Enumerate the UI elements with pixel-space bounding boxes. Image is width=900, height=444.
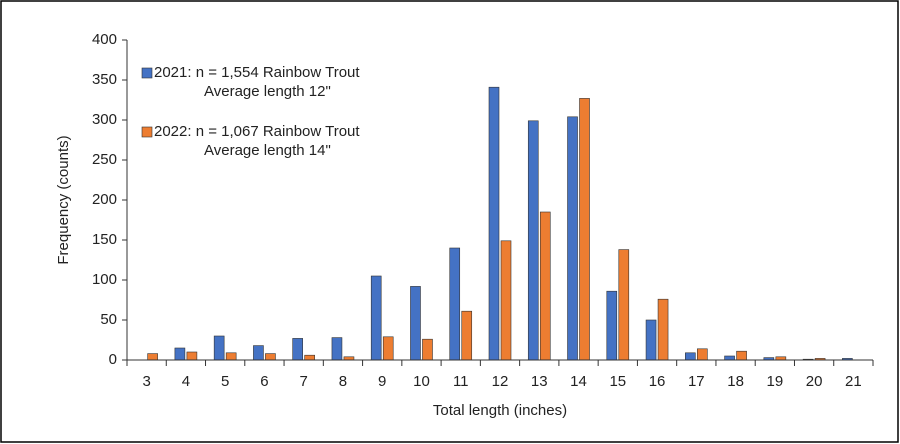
bar bbox=[292, 338, 303, 361]
legend-note: Average length 12" bbox=[204, 83, 331, 100]
bar bbox=[449, 247, 461, 361]
x-tick-label: 9 bbox=[378, 373, 386, 390]
y-tick-label: 150 bbox=[92, 231, 117, 248]
y-tick-label: 250 bbox=[92, 151, 117, 168]
bar bbox=[147, 353, 158, 361]
x-tick-label: 19 bbox=[766, 373, 783, 390]
bar bbox=[500, 240, 512, 361]
bar bbox=[736, 350, 747, 361]
bar bbox=[488, 86, 500, 361]
x-tick-label: 15 bbox=[609, 373, 626, 390]
bar bbox=[657, 298, 669, 361]
bar bbox=[331, 337, 343, 361]
legend-label: 2022: n = 1,067 Rainbow Trout bbox=[154, 123, 360, 140]
x-tick-label: 20 bbox=[806, 373, 823, 390]
x-tick-label: 17 bbox=[688, 373, 705, 390]
y-tick-label: 400 bbox=[92, 31, 117, 48]
x-axis-label: Total length (inches) bbox=[433, 402, 567, 419]
x-tick-label: 11 bbox=[453, 373, 469, 390]
y-axis-label: Frequency (counts) bbox=[55, 135, 72, 264]
x-tick-label: 16 bbox=[649, 373, 666, 390]
x-tick-label: 10 bbox=[413, 373, 430, 390]
bar bbox=[724, 355, 735, 361]
bar bbox=[645, 319, 657, 361]
bar bbox=[579, 98, 590, 361]
bar bbox=[410, 286, 421, 361]
bar bbox=[461, 310, 473, 361]
x-tick-label: 21 bbox=[845, 373, 862, 390]
legend-note: Average length 14" bbox=[204, 142, 331, 159]
bar bbox=[422, 338, 433, 361]
y-tick-label: 200 bbox=[92, 191, 117, 208]
bar bbox=[304, 354, 315, 361]
bar bbox=[697, 348, 708, 361]
x-tick-label: 7 bbox=[300, 373, 308, 390]
y-tick-label: 350 bbox=[92, 71, 117, 88]
x-tick-label: 12 bbox=[492, 373, 509, 390]
bar bbox=[186, 351, 198, 361]
x-tick-label: 6 bbox=[260, 373, 268, 390]
y-tick-label: 0 bbox=[109, 351, 117, 368]
bar bbox=[370, 275, 382, 361]
bar bbox=[253, 345, 264, 361]
x-tick-label: 14 bbox=[570, 373, 587, 390]
y-tick-label: 100 bbox=[92, 271, 117, 288]
bar bbox=[567, 116, 578, 361]
legend-label: 2021: n = 1,554 Rainbow Trout bbox=[154, 64, 360, 81]
x-tick-label: 4 bbox=[182, 373, 190, 390]
y-tick-label: 50 bbox=[100, 311, 117, 328]
bar bbox=[606, 290, 618, 361]
bar bbox=[618, 249, 630, 361]
bar bbox=[685, 352, 696, 361]
x-tick-label: 5 bbox=[221, 373, 229, 390]
bar bbox=[539, 211, 551, 361]
legend-swatch bbox=[141, 67, 153, 79]
x-tick-label: 13 bbox=[531, 373, 548, 390]
y-tick-label: 300 bbox=[92, 111, 117, 128]
bar bbox=[225, 352, 237, 361]
x-tick-label: 3 bbox=[142, 373, 150, 390]
bar bbox=[174, 347, 186, 361]
bar bbox=[213, 335, 225, 361]
x-tick-label: 8 bbox=[339, 373, 347, 390]
bar bbox=[527, 120, 539, 361]
bar bbox=[265, 353, 276, 361]
bar bbox=[382, 336, 394, 361]
legend-swatch bbox=[141, 126, 153, 138]
x-tick-label: 18 bbox=[727, 373, 744, 390]
